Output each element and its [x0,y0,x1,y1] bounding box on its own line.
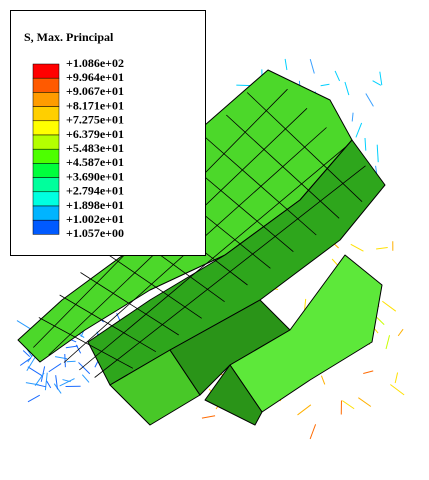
arrow [376,247,388,250]
arrow [376,144,379,163]
arrow [16,320,33,331]
legend-label: +6.379e+01 [66,127,124,141]
legend-label: +3.690e+01 [66,169,124,183]
legend: S, Max. Principal +1.086e+02+9.964e+01+9… [10,10,206,256]
legend-label: +9.067e+01 [66,84,124,98]
arrow [358,397,372,407]
arrow [376,316,385,325]
legend-swatch [32,77,60,93]
arrow [351,112,354,122]
legend-label: +1.086e+02 [66,56,124,70]
arrow [59,378,75,387]
legend-label: +4.587e+01 [66,155,124,169]
arrow [25,382,40,386]
legend-swatch [32,177,60,193]
arrow [309,59,315,74]
arrow [350,243,364,252]
arrow [44,372,48,391]
legend-swatch [32,106,60,122]
arrow [78,362,91,375]
arrow [48,363,62,373]
arrow [344,81,350,96]
legend-swatch [32,219,60,235]
legend-label: +2.794e+01 [66,184,124,198]
arrow [64,353,66,368]
arrow [81,374,90,383]
legend-swatch [32,163,60,178]
arrow [34,372,45,386]
arrow [379,71,383,86]
arrow [342,400,355,410]
arrow [309,424,317,440]
legend-swatch [32,120,60,136]
arrow [65,345,78,349]
arrow [297,404,312,416]
legend-label: +7.275e+01 [66,113,124,127]
arrow [201,415,216,419]
mesh-line [94,165,366,378]
arrow [382,300,397,312]
arrow [334,70,341,82]
arrow [363,370,374,375]
arrow [320,375,326,385]
legend-swatch [32,63,60,79]
legend-scale: +1.086e+02+9.964e+01+9.067e+01+8.171e+01… [32,56,124,240]
arrow [62,379,71,383]
legend-swatch [32,134,60,150]
arrow [22,350,31,358]
arrow [320,83,330,87]
legend-swatch [32,92,60,107]
arrow [365,93,374,107]
arrow [27,394,40,403]
mesh-line [79,146,347,371]
legend-label: +1.002e+01 [66,212,124,226]
legend-label: +8.171e+01 [66,98,124,112]
legend-swatch [32,191,60,207]
arrow [372,80,382,86]
arrow [284,58,288,71]
legend-label: +1.057e+00 [66,226,124,240]
legend-swatch [32,148,60,164]
legend-label: +1.898e+01 [66,198,124,212]
arrow [390,384,405,396]
arrow [46,380,52,389]
arrow [55,375,58,390]
arrow [355,122,363,138]
arrow [26,355,37,372]
arrow [19,357,32,366]
arrow [364,137,367,151]
arrow [397,328,404,337]
arrow [394,372,399,384]
arrow [27,366,44,377]
legend-label: +9.964e+01 [66,70,124,84]
legend-swatch [32,205,60,221]
legend-title: S, Max. Principal [24,30,114,44]
arrow [385,335,391,350]
legend-label: +5.483e+01 [66,141,124,155]
mesh-face [204,364,263,426]
